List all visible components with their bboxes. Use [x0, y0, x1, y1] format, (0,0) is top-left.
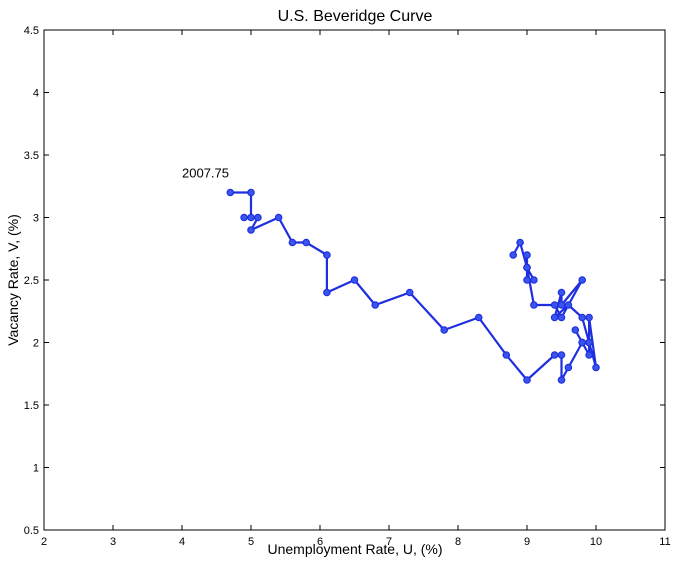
x-tick-label-3: 5 — [248, 536, 254, 548]
x-tick-label-9: 11 — [659, 536, 670, 548]
data-point-16 — [502, 351, 511, 359]
data-point-15 — [474, 313, 483, 322]
data-point-43 — [523, 276, 531, 284]
data-point-34 — [550, 313, 559, 322]
data-point-21 — [564, 363, 573, 372]
x-tick-label-5: 7 — [386, 536, 392, 548]
x-tick-label-6: 8 — [455, 536, 461, 548]
data-point-42 — [530, 276, 538, 284]
series-line-0 — [230, 191, 598, 382]
data-point-36 — [557, 301, 566, 309]
data-point-44 — [523, 251, 531, 259]
data-point-6 — [274, 213, 283, 222]
y-tick-label-7: 4 — [33, 88, 39, 100]
data-point-33 — [564, 301, 573, 309]
x-axis: 2 3 4 5 6 7 8 9 10 11 — [41, 30, 671, 548]
annotations: 2007.75 — [182, 166, 229, 181]
data-point-31 — [585, 338, 593, 347]
data-point-46 — [516, 238, 524, 247]
data-point-18 — [550, 351, 559, 359]
data-point-27 — [578, 338, 587, 347]
data-point-40 — [530, 301, 538, 309]
y-axis: 0.5 1 1.5 2 2.5 3 3.5 4 4.5 — [24, 25, 665, 537]
data-point-8 — [302, 238, 311, 247]
data-point-45 — [523, 263, 531, 272]
chart-title: U.S. Beveridge Curve — [278, 8, 433, 25]
y-tick-label-8: 4.5 — [24, 25, 39, 37]
data-point-3 — [240, 213, 248, 222]
data-point-9 — [323, 251, 331, 259]
x-tick-label-0: 2 — [41, 536, 47, 548]
data-point-30 — [585, 313, 593, 322]
data-point-26 — [571, 326, 580, 334]
y-tick-label-5: 3 — [33, 213, 39, 225]
x-tick-label-8: 10 — [590, 536, 602, 548]
data-point-5 — [247, 226, 255, 234]
data-point-11 — [350, 276, 359, 284]
x-tick-label-4: 6 — [317, 536, 323, 548]
x-tick-label-7: 9 — [524, 536, 530, 548]
data-point-19 — [557, 351, 566, 359]
y-tick-label-4: 2.5 — [24, 275, 39, 287]
data-point-2 — [247, 213, 255, 222]
x-axis-title: Unemployment Rate, U, (%) — [267, 541, 442, 557]
data-point-4 — [254, 213, 262, 222]
annotation-label-0: 2007.75 — [182, 166, 229, 181]
x-tick-label-2: 4 — [179, 536, 185, 548]
data-point-1 — [247, 188, 255, 197]
data-point-12 — [371, 301, 380, 309]
data-point-0 — [226, 188, 235, 197]
data-point-17 — [523, 376, 531, 384]
y-tick-label-6: 3.5 — [24, 150, 39, 162]
x-tick-label-1: 3 — [110, 536, 116, 548]
series-layer — [226, 188, 600, 384]
y-tick-label-1: 1 — [33, 463, 39, 475]
data-point-10 — [323, 288, 331, 297]
y-tick-label-0: 0.5 — [24, 525, 39, 537]
data-point-38 — [557, 313, 566, 322]
data-point-29 — [592, 363, 600, 372]
data-point-39 — [550, 301, 559, 309]
data-point-13 — [405, 288, 414, 297]
data-point-14 — [440, 326, 449, 334]
data-point-47 — [509, 251, 518, 259]
data-point-24 — [585, 351, 593, 359]
data-point-37 — [578, 276, 587, 284]
data-point-20 — [557, 376, 566, 384]
y-tick-label-3: 2 — [33, 338, 39, 350]
data-point-35 — [557, 288, 566, 297]
y-tick-label-2: 1.5 — [24, 400, 39, 412]
data-point-32 — [578, 313, 587, 322]
data-point-7 — [288, 238, 297, 247]
y-axis-title: Vacancy Rate, V, (%) — [5, 214, 21, 346]
